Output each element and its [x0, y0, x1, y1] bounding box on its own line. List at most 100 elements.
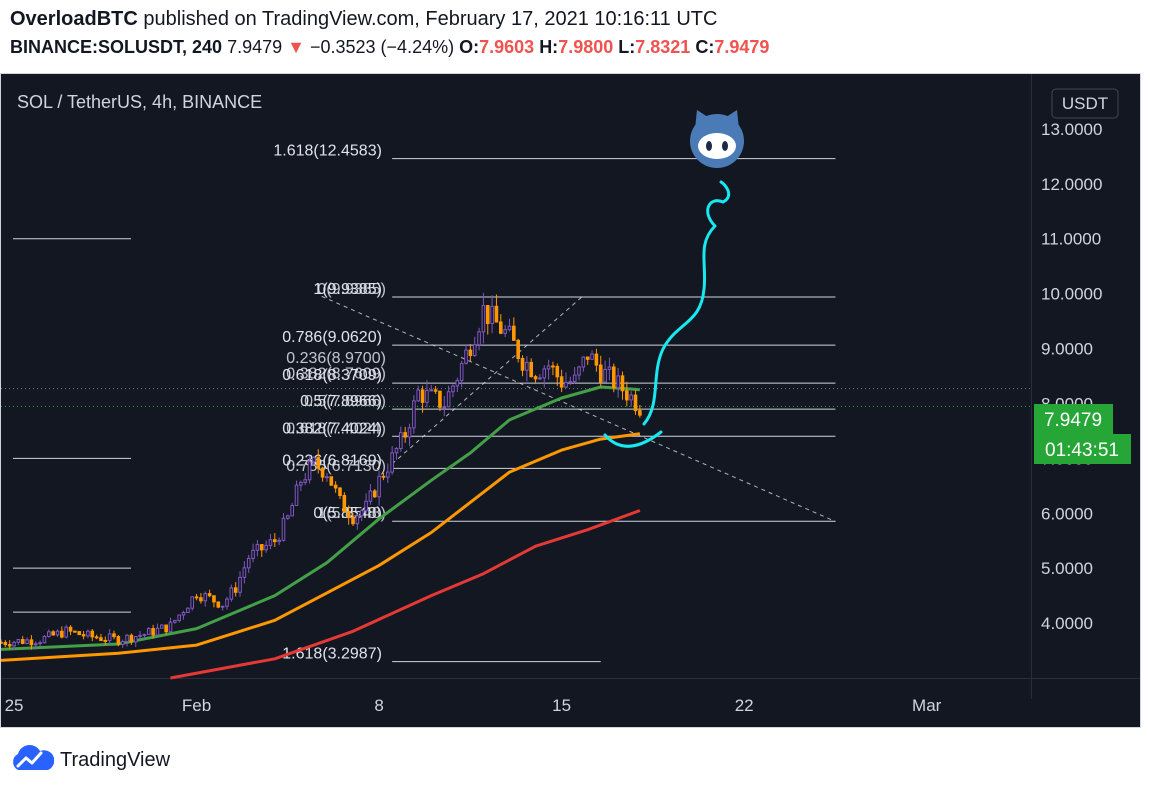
candle-body [246, 557, 251, 569]
close-value: 7.9479 [714, 37, 770, 57]
grid-layer [1, 388, 1031, 407]
candle-body [581, 356, 586, 368]
currency-button[interactable] [1051, 88, 1119, 119]
candle-body [199, 597, 203, 602]
candle-body [355, 515, 360, 525]
fib-overlap-label: 0.236(8.9700) [286, 350, 386, 367]
candle-body [559, 376, 564, 388]
candle-body [338, 487, 342, 496]
last-price: 7.9479 [227, 37, 283, 57]
candle-body [325, 476, 329, 479]
fib-overlap-label: 0(9.9385) [317, 281, 386, 298]
candle-body [60, 630, 64, 638]
tradingview-brand[interactable]: TradingView [60, 748, 171, 771]
drawing-cup-curve[interactable] [603, 430, 663, 448]
candle-body [51, 631, 55, 636]
candle-body [142, 633, 147, 636]
high-label: H: [539, 37, 559, 57]
candle-body [177, 614, 181, 621]
price-axis-divider [1031, 74, 1032, 699]
currency-label: USDT [1062, 94, 1108, 113]
candle-body [533, 376, 538, 380]
candle-body [42, 635, 47, 644]
candle-body [429, 389, 434, 392]
candle-body [438, 390, 442, 408]
publisher-name[interactable]: OverloadBTC [10, 8, 138, 30]
candles-layer [1, 292, 642, 650]
low-value: 7.8321 [635, 37, 691, 57]
candle-body [181, 612, 186, 616]
candle-body [399, 432, 403, 449]
candle-body [481, 305, 486, 333]
candle-body [272, 539, 277, 543]
candle-body [320, 467, 325, 478]
fib-level-label: 0.5(7.8966) [300, 393, 382, 410]
ma-long-line [170, 509, 641, 680]
open-label: O: [459, 37, 480, 57]
countdown-tag-text: 01:43:51 [1045, 440, 1119, 461]
tradingview-cloud-logo-icon[interactable] [10, 744, 54, 776]
candle-body [455, 379, 460, 387]
candle-body [151, 628, 155, 636]
candle-body [55, 630, 60, 636]
candle-body [577, 366, 581, 376]
chart-legend: SOL / TetherUS, 4h, BINANCE [17, 92, 262, 112]
candle-body [294, 484, 299, 506]
fib-overlap-label: 0.382(8.7609) [286, 365, 386, 382]
candle-body [542, 368, 547, 379]
candle-body [420, 389, 425, 403]
symbol-label: BINANCE:SOLUSDT, 240 [10, 37, 223, 57]
github-octocat-icon [690, 110, 744, 168]
drawing-breakout-path[interactable] [642, 180, 731, 426]
candle-body [138, 634, 142, 638]
candle-body [507, 325, 512, 331]
candle-body [611, 366, 616, 389]
candle-body [303, 479, 308, 483]
candle-body [77, 631, 82, 636]
y-tick-label: 9.0000 [1041, 340, 1093, 359]
fib-level-label: 0.236(6.8169) [282, 452, 382, 469]
candle-body [616, 375, 620, 389]
publish-info: OverloadBTC published on TradingView.com… [10, 8, 717, 31]
chart-panel[interactable]: 1.618(12.4583) 1(9.9385) 0.786(9.0620) 0.61… [0, 73, 1141, 728]
candle-body [342, 494, 347, 513]
candle-body [225, 598, 229, 607]
candle-body [512, 325, 516, 341]
candle-body [472, 344, 477, 357]
candle-body [585, 356, 590, 360]
y-tick-label: 11.0000 [1041, 230, 1101, 249]
candle-body [625, 390, 629, 401]
candle-body [286, 515, 290, 519]
candle-body [290, 504, 294, 517]
y-tick-label: 5.0000 [1041, 559, 1093, 578]
user-drawings-layer[interactable] [603, 180, 731, 448]
last-price-tag [1034, 404, 1113, 434]
candle-body [255, 544, 260, 551]
candle-body [477, 331, 481, 346]
candle-body [503, 329, 507, 334]
candle-body [333, 484, 338, 489]
candle-body [416, 389, 421, 402]
candle-body [520, 357, 525, 371]
candle-body [359, 510, 364, 517]
candle-body [451, 385, 455, 393]
candle-body [264, 544, 268, 551]
candle-body [229, 587, 234, 600]
ma-mid-line [1, 432, 641, 662]
candle-body [329, 476, 334, 486]
y-tick-label: 10.0000 [1041, 285, 1102, 304]
candle-body [307, 461, 312, 481]
candle-body [168, 621, 173, 633]
candle-body [407, 427, 412, 438]
candle-body [494, 305, 499, 323]
candle-body [194, 596, 199, 599]
candle-body [351, 517, 355, 525]
chart-canvas[interactable]: 1.618(12.4583) 1(9.9385) 0.786(9.0620) 0.61… [1, 74, 1141, 728]
candle-body [464, 349, 468, 364]
x-tick-label: 25 [5, 696, 24, 715]
candle-body [312, 457, 316, 463]
candle-body [459, 362, 464, 381]
candle-body [120, 641, 125, 645]
candle-body [112, 633, 116, 638]
candle-body [629, 394, 633, 401]
